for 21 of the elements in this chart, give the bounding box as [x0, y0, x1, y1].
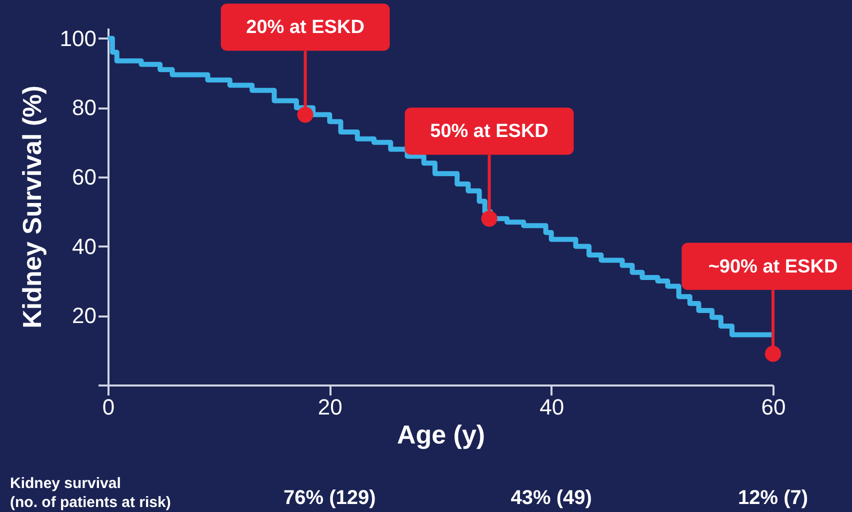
x-axis-title: Age (y): [396, 420, 486, 450]
x-tick-label: 40: [540, 394, 564, 420]
text: 12% (7): [738, 487, 808, 509]
y-axis-title: Kidney Survival (%): [16, 86, 47, 328]
y-tick-label: 60: [72, 164, 96, 190]
point: [297, 106, 314, 123]
x-tick-label: 60: [761, 394, 786, 420]
annotation: 20% at ESKD: [246, 17, 364, 38]
text: Kidney survival (no. of patients at risk): [10, 475, 171, 511]
annotation: ~90% at ESKD: [708, 256, 838, 278]
y-tick-label: 100: [60, 26, 96, 51]
y-tick-label: 80: [72, 95, 96, 120]
annotation: 50% at ESKD: [430, 121, 548, 142]
y-tick-label: 40: [72, 234, 96, 259]
x-tick-label: 0: [102, 394, 115, 420]
y-tick-label: 20: [72, 303, 96, 328]
point: [481, 210, 498, 227]
text: 43% (49): [510, 487, 592, 509]
text: 76% (129): [284, 487, 376, 509]
point: [764, 346, 782, 362]
x-tick-label: 20: [318, 394, 342, 420]
